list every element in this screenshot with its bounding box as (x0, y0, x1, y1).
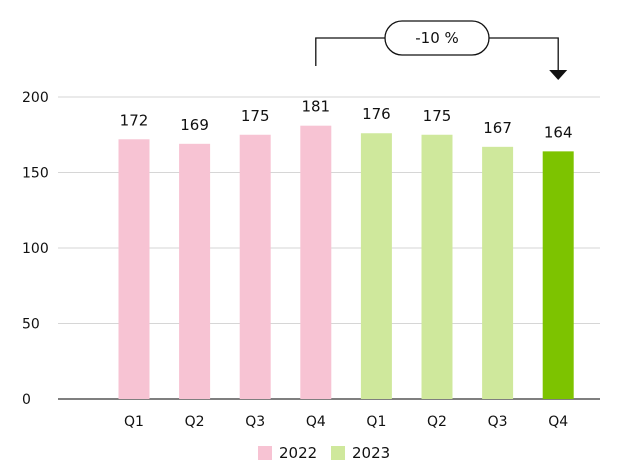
value-label-2022-q1: 172 (120, 111, 149, 129)
value-label-2023-q4: 164 (544, 123, 573, 141)
bar-2022-q2 (179, 143, 211, 399)
x-tick-label-2022-q4: Q4 (306, 414, 326, 430)
annotation-arrow-line (315, 37, 559, 70)
bar-2022-q1 (118, 139, 150, 399)
x-tick-label-2022-q1: Q1 (124, 414, 144, 430)
value-label-2023-q1: 176 (362, 105, 391, 123)
x-tick-label-2023-q2: Q2 (427, 414, 447, 430)
value-label-2022-q2: 169 (180, 116, 209, 134)
legend-label-2023: 2023 (352, 444, 390, 462)
value-label-2023-q2: 175 (423, 107, 452, 125)
x-tick-label-2022-q3: Q3 (245, 414, 265, 430)
x-tick-label-2023-q3: Q3 (488, 414, 508, 430)
value-label-2023-q3: 167 (483, 119, 512, 137)
bars (118, 125, 574, 400)
change-annotation: -10 % (315, 20, 568, 80)
y-tick-label-150: 150 (22, 166, 49, 182)
arrow-down-icon (549, 70, 568, 80)
x-tick-label-2022-q2: Q2 (185, 414, 205, 430)
annotation-box (384, 20, 490, 56)
value-label-2022-q4: 181 (301, 98, 330, 116)
annotation-label: -10 % (415, 29, 459, 47)
x-tick-label-2023-q1: Q1 (366, 414, 386, 430)
legend-swatch-2023 (331, 446, 345, 460)
bar-2022-q4 (300, 125, 332, 399)
y-axis-ticks: 0 50 100 150 200 (22, 90, 49, 408)
x-axis-ticks: Q1 Q2 Q3 Q4 Q1 Q2 Q3 Q4 (124, 414, 568, 430)
bar-2023-q2 (421, 134, 453, 399)
y-tick-label-200: 200 (22, 90, 49, 106)
legend-label-2022: 2022 (279, 444, 317, 462)
legend: 2022 2023 (258, 444, 390, 462)
y-tick-label-0: 0 (22, 392, 31, 408)
bar-2022-q3 (239, 134, 271, 399)
y-tick-label-100: 100 (22, 241, 49, 257)
x-tick-label-2023-q4: Q4 (548, 414, 568, 430)
y-tick-label-50: 50 (22, 317, 40, 333)
value-labels: 172 169 175 181 176 175 167 164 (120, 98, 573, 142)
value-label-2022-q3: 175 (241, 107, 270, 125)
bar-2023-q1 (360, 133, 392, 400)
bar-2023-q4 (542, 151, 574, 399)
legend-swatch-2022 (258, 446, 272, 460)
bar-2023-q3 (482, 146, 514, 399)
